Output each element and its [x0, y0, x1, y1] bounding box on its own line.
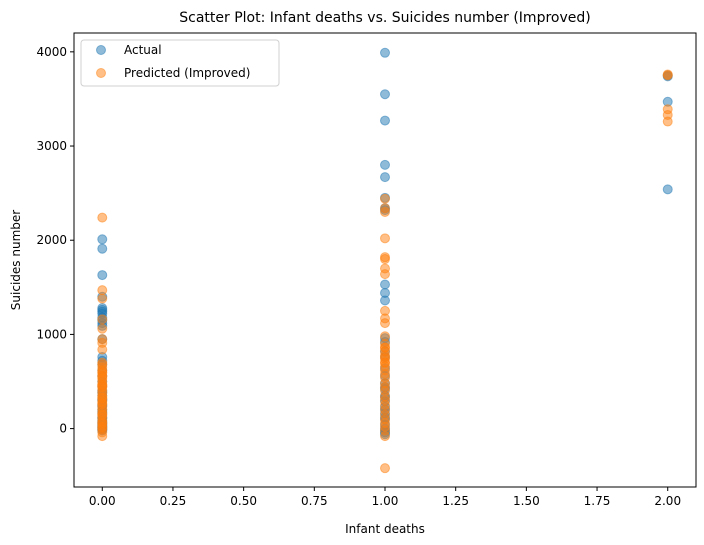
x-tick-label: 0.00	[89, 494, 116, 508]
y-tick-label: 3000	[36, 139, 67, 153]
predicted-point	[380, 357, 390, 368]
actual-point	[380, 89, 390, 100]
predicted-point	[97, 422, 108, 433]
predicted-point	[97, 371, 108, 382]
x-tick-label: 0.75	[301, 494, 328, 508]
actual-point	[380, 159, 390, 170]
x-tick-label: 1.25	[442, 494, 469, 508]
actual-point	[97, 243, 108, 254]
x-tick-label: 0.25	[160, 494, 187, 508]
x-tick-label: 0.50	[230, 494, 257, 508]
predicted-point	[380, 193, 390, 204]
actual-point	[380, 295, 390, 306]
x-tick-label: 1.00	[372, 494, 399, 508]
actual-point	[380, 115, 390, 126]
predicted-point	[380, 233, 390, 244]
legend: Actual Predicted (Improved)	[80, 39, 280, 87]
predicted-point	[380, 318, 390, 329]
x-tick-label: 1.75	[584, 494, 611, 508]
y-tick-label: 0	[59, 422, 67, 436]
actual-point	[662, 184, 673, 195]
predicted-point	[380, 463, 390, 474]
predicted-point	[97, 344, 108, 355]
predicted-point	[662, 116, 673, 127]
legend-marker-actual	[96, 45, 106, 55]
predicted-point	[380, 206, 390, 217]
actual-point	[380, 47, 390, 58]
actual-point	[97, 234, 108, 245]
predicted-point	[97, 323, 108, 334]
predicted-point	[97, 398, 108, 409]
x-tick-label: 1.50	[513, 494, 540, 508]
legend-box	[80, 39, 280, 87]
predicted-point	[380, 269, 390, 280]
predicted-point	[97, 409, 108, 420]
y-tick-label: 2000	[36, 233, 67, 247]
predicted-point	[662, 70, 673, 81]
actual-point	[380, 172, 390, 183]
x-axis-label: Infant deaths	[345, 522, 425, 536]
actual-point	[97, 270, 108, 281]
predicted-point	[97, 314, 108, 325]
legend-label-actual: Actual	[124, 43, 162, 57]
x-tick-label: 2.00	[654, 494, 681, 508]
actual-point	[380, 279, 390, 290]
predicted-point	[380, 431, 390, 442]
chart-title: Scatter Plot: Infant deaths vs. Suicides…	[179, 10, 590, 26]
x-axis-ticks: 0.00 0.25 0.50 0.75 1.00 1.25 1.50 1.75 2.00	[89, 487, 681, 508]
predicted-point	[380, 342, 390, 353]
y-tick-label: 4000	[36, 45, 67, 59]
predicted-point	[97, 285, 108, 296]
legend-label-predicted: Predicted (Improved)	[124, 66, 250, 80]
y-axis-label: Suicides number	[9, 210, 23, 310]
y-axis-ticks: 0 1000 2000 3000 4000	[36, 45, 74, 436]
predicted-point	[97, 380, 108, 391]
predicted-point	[380, 254, 390, 265]
predicted-point	[97, 431, 108, 442]
predicted-point	[97, 293, 108, 304]
points-layer	[97, 47, 673, 474]
legend-marker-predicted	[96, 68, 106, 78]
predicted-point	[97, 212, 108, 223]
y-tick-label: 1000	[36, 327, 67, 341]
